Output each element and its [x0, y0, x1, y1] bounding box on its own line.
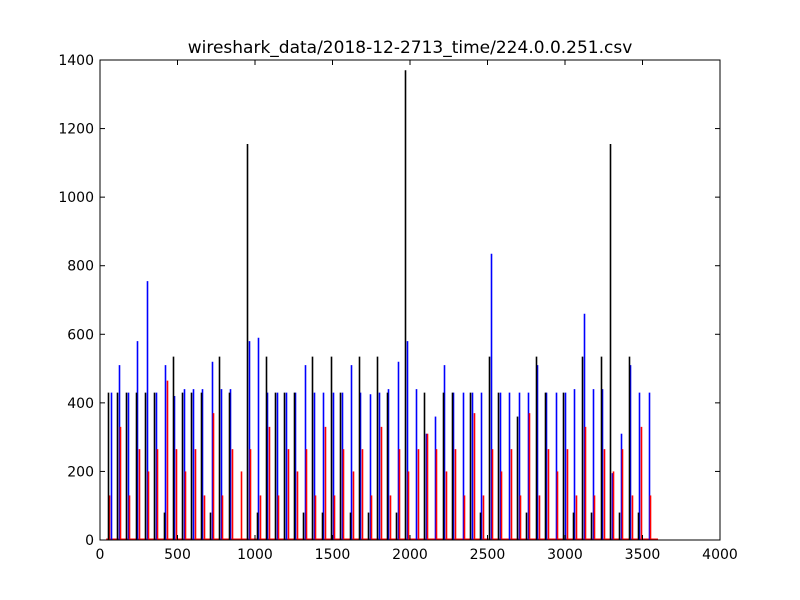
chart-title: wireshark_data/2018-12-2713_time/224.0.0… — [188, 38, 633, 58]
y-tick-label-5: 1000 — [58, 190, 94, 206]
y-tick-label-7: 1400 — [58, 53, 94, 69]
x-tick-label-4: 2000 — [392, 547, 428, 563]
y-tick-label-1: 200 — [67, 464, 94, 480]
y-tick-label-3: 600 — [67, 327, 94, 343]
x-tick-label-3: 1500 — [315, 547, 351, 563]
x-tick-label-0: 0 — [96, 547, 105, 563]
x-tick-label-8: 4000 — [702, 547, 738, 563]
y-tick-label-4: 800 — [67, 259, 94, 275]
x-tick-label-2: 1000 — [237, 547, 273, 563]
x-tick-label-6: 3000 — [547, 547, 583, 563]
bar-group — [106, 70, 658, 540]
y-tick-label-0: 0 — [85, 533, 94, 549]
x-tick-label-5: 2500 — [470, 547, 506, 563]
plot-frame — [99, 59, 721, 541]
x-tick-label-7: 3500 — [625, 547, 661, 563]
x-tick-label-1: 500 — [164, 547, 191, 563]
y-tick-label-6: 1200 — [58, 122, 94, 138]
x-axis: 0 500 1000 1500 2000 2500 3000 3500 4000 — [96, 60, 738, 563]
y-tick-label-2: 400 — [67, 396, 94, 412]
y-axis: 0 200 400 600 800 1000 1200 1400 — [58, 53, 720, 549]
